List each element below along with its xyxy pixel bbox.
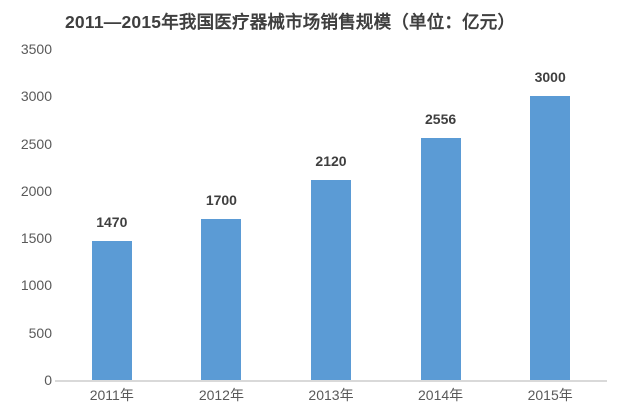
y-tick-label: 500 xyxy=(28,324,52,341)
y-tick-label: 2000 xyxy=(20,182,52,199)
x-axis-line xyxy=(55,380,607,382)
bar-2012年 xyxy=(201,219,242,380)
bar-2015年 xyxy=(530,96,571,380)
y-tick-label: 3500 xyxy=(20,41,52,57)
bar-value-label: 2120 xyxy=(315,152,347,169)
y-tick-label: 3000 xyxy=(20,88,52,105)
y-tick-label: 1500 xyxy=(20,230,52,247)
x-tick-label: 2013年 xyxy=(308,387,354,403)
y-tick-label: 0 xyxy=(44,372,52,388)
x-tick-label: 2014年 xyxy=(418,387,464,403)
bar-value-label: 2556 xyxy=(425,111,457,128)
bar-2013年 xyxy=(311,179,351,380)
bar-value-label: 3000 xyxy=(534,69,566,86)
x-tick-label: 2011年 xyxy=(89,387,134,403)
bar-value-label: 1700 xyxy=(205,192,237,209)
chart-title: 2011—2015年我国医疗器械市场销售规模（单位：亿元） xyxy=(65,12,516,32)
bar-2014年 xyxy=(420,138,461,380)
y-tick-label: 2500 xyxy=(20,135,52,152)
bar-2011年 xyxy=(91,240,132,380)
y-tick-label: 1000 xyxy=(20,277,52,294)
bar-value-label: 1470 xyxy=(96,213,128,230)
x-tick-label: 2012年 xyxy=(198,387,244,403)
x-tick-label: 2015年 xyxy=(527,387,573,403)
